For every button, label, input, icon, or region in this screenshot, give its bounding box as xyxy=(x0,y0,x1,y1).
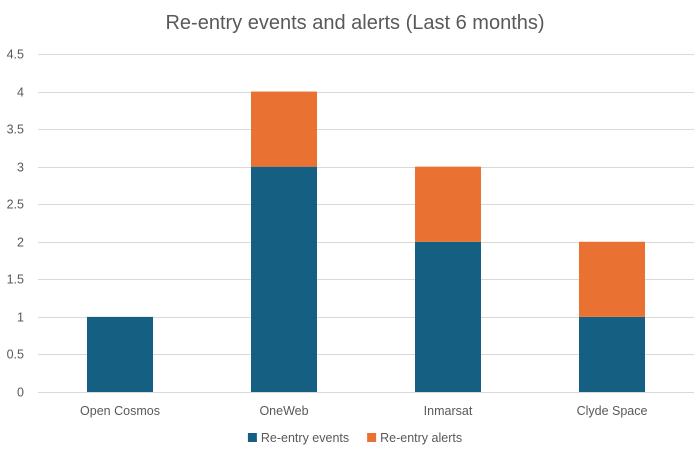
legend-swatch xyxy=(247,433,257,442)
x-axis: Open Cosmos OneWeb Inmarsat Clyde Space xyxy=(80,404,647,418)
y-tick-label: 3 xyxy=(17,161,24,175)
y-tick-label: 2 xyxy=(17,236,24,250)
legend-label: Re-entry events xyxy=(261,431,349,445)
y-axis: 0 0.5 1 1.5 2 2.5 3 3.5 4 4.5 xyxy=(7,48,24,400)
legend-swatch xyxy=(367,433,377,442)
x-tick-label: Open Cosmos xyxy=(80,404,160,418)
legend-item-re-entry-alerts: Re-entry alerts xyxy=(367,431,462,445)
bar-re-entry-alerts-clyde-space xyxy=(579,241,645,317)
chart-title: Re-entry events and alerts (Last 6 month… xyxy=(165,12,544,34)
x-tick-label: Inmarsat xyxy=(424,404,473,418)
y-tick-label: 0.5 xyxy=(7,348,24,362)
y-tick-label: 2.5 xyxy=(7,198,24,212)
legend-label: Re-entry alerts xyxy=(380,431,462,445)
y-tick-label: 1.5 xyxy=(7,273,24,287)
y-tick-label: 1 xyxy=(17,311,24,325)
y-tick-label: 0 xyxy=(17,386,24,400)
bar-re-entry-events-open-cosmos xyxy=(87,316,153,392)
bar-re-entry-events-inmarsat xyxy=(415,241,481,392)
x-tick-label: OneWeb xyxy=(259,404,308,418)
bar-re-entry-events-oneweb xyxy=(251,166,317,392)
bars xyxy=(87,91,645,392)
legend-item-re-entry-events: Re-entry events xyxy=(247,431,349,445)
bar-re-entry-alerts-inmarsat xyxy=(415,166,481,242)
bar-re-entry-events-clyde-space xyxy=(579,316,645,392)
x-tick-label: Clyde Space xyxy=(577,404,648,418)
y-tick-label: 4 xyxy=(17,86,24,100)
bar-re-entry-alerts-oneweb xyxy=(251,91,317,167)
y-tick-label: 4.5 xyxy=(7,48,24,62)
y-tick-label: 3.5 xyxy=(7,123,24,137)
legend: Re-entry events Re-entry alerts xyxy=(247,431,462,445)
